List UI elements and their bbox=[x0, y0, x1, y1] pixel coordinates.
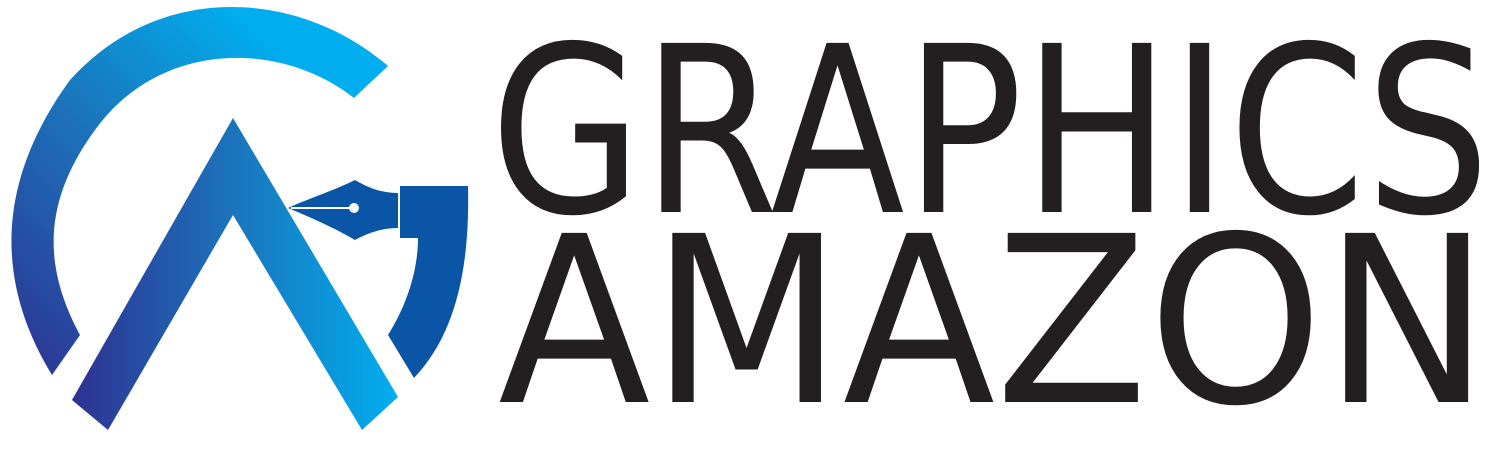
g-hook-shape bbox=[388, 186, 469, 378]
logo-text-line2: AMAZON bbox=[498, 187, 1490, 450]
g-pen-nib-emblem-icon bbox=[11, 6, 469, 430]
peak-shape bbox=[72, 118, 398, 430]
g-arc-shape bbox=[11, 6, 388, 376]
pen-nib-icon bbox=[288, 180, 398, 240]
wordmark: GRAPHICS AMAZON bbox=[490, 0, 1490, 450]
logo-text-line1: GRAPHICS bbox=[490, 0, 1490, 267]
